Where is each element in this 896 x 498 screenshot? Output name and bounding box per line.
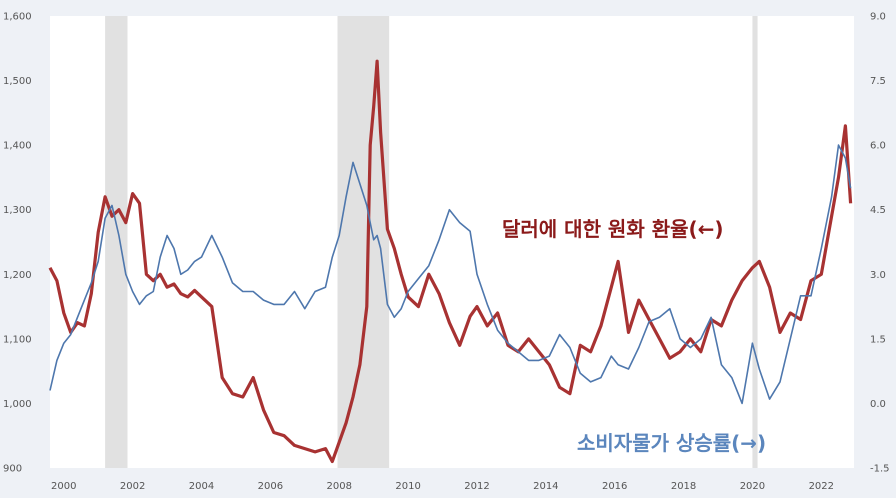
x-tick-label: 2014 <box>533 481 558 492</box>
left-tick-label: 1,500 <box>3 76 32 87</box>
left-tick-label: 1,000 <box>3 399 32 410</box>
x-tick-label: 2000 <box>51 481 76 492</box>
plot-area <box>50 16 854 468</box>
x-tick-label: 2004 <box>189 481 214 492</box>
left-tick-label: 1,300 <box>3 205 32 216</box>
right-tick-label: 4.5 <box>870 205 886 216</box>
recession-band-0 <box>105 16 128 468</box>
cpi-line <box>49 144 852 405</box>
x-tick-label: 2012 <box>464 481 489 492</box>
right-tick-label: 0.0 <box>870 399 886 410</box>
right-tick-label: 3.0 <box>870 270 886 281</box>
x-tick-label: 2008 <box>327 481 352 492</box>
left-tick-label: 900 <box>3 464 22 475</box>
x-tick-label: 2022 <box>809 481 834 492</box>
right-tick-label: 6.0 <box>870 141 886 152</box>
x-tick-label: 2010 <box>395 481 420 492</box>
left-tick-label: 1,400 <box>3 141 32 152</box>
x-tick-label: 2006 <box>258 481 283 492</box>
left-tick-label: 1,600 <box>3 12 32 23</box>
recession-band-1 <box>337 16 390 468</box>
left-tick-label: 1,200 <box>3 270 32 281</box>
left-tick-label: 1,100 <box>3 334 32 345</box>
right-tick-label: -1.5 <box>870 464 890 475</box>
x-tick-label: 2016 <box>602 481 627 492</box>
right-tick-label: 9.0 <box>870 12 886 23</box>
recession-band-2 <box>752 16 758 468</box>
exchange-rate-label: 달러에 대한 원화 환율(←) <box>502 217 724 241</box>
x-tick-label: 2018 <box>671 481 696 492</box>
right-tick-label: 7.5 <box>870 76 886 87</box>
right-tick-label: 1.5 <box>870 334 886 345</box>
x-tick-label: 2002 <box>120 481 145 492</box>
cpi-label: 소비자물가 상승률(→) <box>577 431 766 455</box>
x-tick-label: 2020 <box>740 481 765 492</box>
